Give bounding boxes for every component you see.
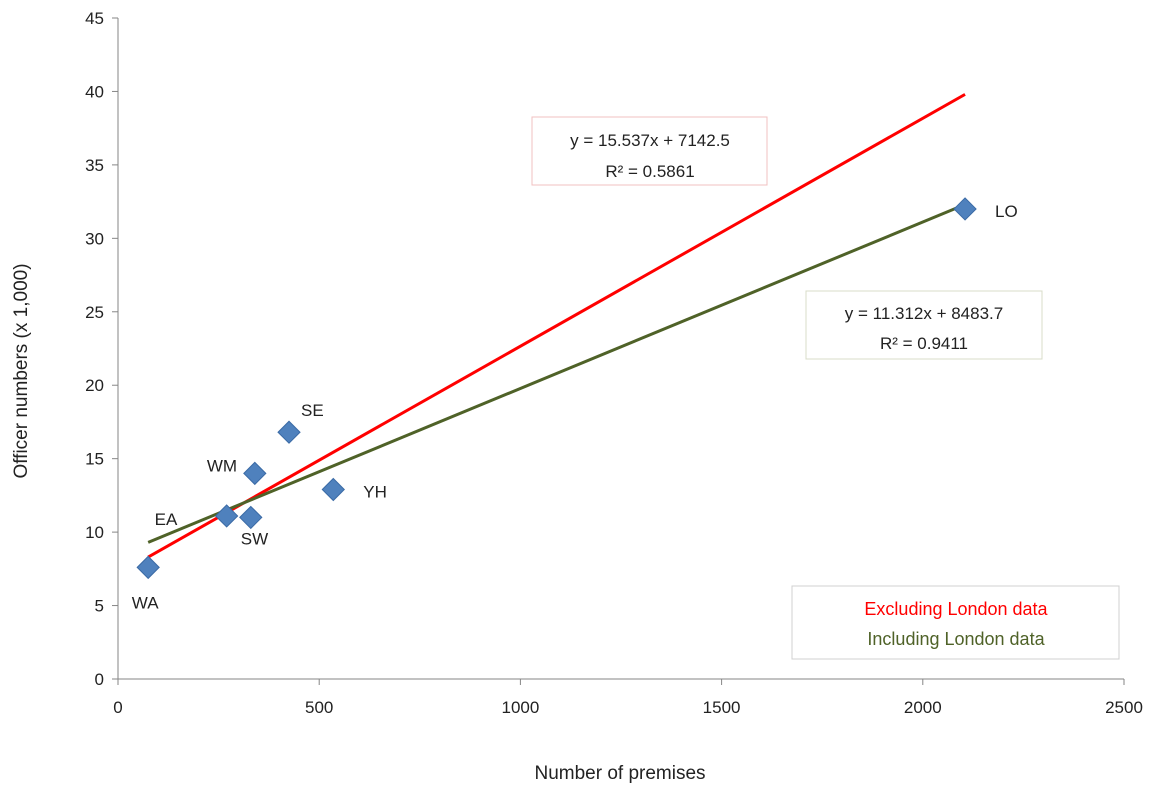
point-label-yh: YH bbox=[363, 483, 387, 502]
y-tick-label: 10 bbox=[85, 523, 104, 542]
data-point-sw bbox=[239, 505, 263, 530]
legend-entry-including-london: Including London data bbox=[867, 629, 1045, 649]
point-label-lo: LO bbox=[995, 202, 1018, 221]
data-point-wm bbox=[243, 461, 267, 486]
axes bbox=[117, 18, 1124, 680]
y-tick-label: 25 bbox=[85, 303, 104, 322]
x-tick-label: 2500 bbox=[1105, 698, 1143, 717]
trendlines bbox=[147, 93, 966, 559]
y-axis-ticks: 0 5 10 15 20 25 30 35 40 45 bbox=[85, 9, 118, 689]
y-axis-title: Officer numbers (x 1,000) bbox=[11, 263, 32, 478]
equation-box-excluding-london: y = 15.537x + 7142.5 R² = 0.5861 bbox=[531, 116, 768, 186]
x-tick-label: 1000 bbox=[501, 698, 539, 717]
point-label-se: SE bbox=[301, 401, 324, 420]
data-point-lo bbox=[953, 197, 977, 221]
x-tick-label: 1500 bbox=[703, 698, 741, 717]
x-tick-label: 500 bbox=[305, 698, 333, 717]
x-tick-label: 2000 bbox=[904, 698, 942, 717]
data-point-ea bbox=[214, 504, 239, 528]
equation-excluding-london: y = 15.537x + 7142.5 bbox=[570, 131, 730, 150]
data-point-labels: WA EA SW WM SE YH LO bbox=[132, 202, 1018, 612]
data-points bbox=[136, 197, 977, 580]
r2-excluding-london: R² = 0.5861 bbox=[605, 162, 694, 181]
equation-including-london: y = 11.312x + 8483.7 bbox=[845, 304, 1003, 323]
point-label-wa: WA bbox=[132, 593, 159, 612]
y-tick-label: 45 bbox=[85, 9, 104, 28]
y-tick-label: 20 bbox=[85, 376, 104, 395]
r2-including-london: R² = 0.9411 bbox=[880, 334, 968, 353]
point-label-sw: SW bbox=[241, 529, 268, 548]
legend: Excluding London data Including London d… bbox=[791, 585, 1120, 660]
x-tick-label: 0 bbox=[113, 698, 122, 717]
y-tick-label: 40 bbox=[85, 82, 104, 101]
point-label-wm: WM bbox=[207, 456, 237, 475]
trendline-including-london bbox=[147, 203, 966, 544]
equation-box-including-london: y = 11.312x + 8483.7 R² = 0.9411 bbox=[805, 290, 1043, 360]
y-tick-label: 35 bbox=[85, 156, 104, 175]
y-tick-label: 15 bbox=[85, 450, 104, 469]
point-label-ea: EA bbox=[155, 510, 178, 529]
x-axis-ticks: 0 500 1000 1500 2000 2500 bbox=[113, 679, 1143, 717]
x-axis-title: Number of premises bbox=[534, 763, 705, 784]
data-point-wa bbox=[136, 555, 160, 580]
data-point-se bbox=[277, 420, 301, 444]
trendline-excluding-london bbox=[147, 93, 966, 559]
data-point-yh bbox=[321, 477, 345, 502]
legend-entry-excluding-london: Excluding London data bbox=[864, 599, 1048, 619]
y-tick-label: 0 bbox=[95, 670, 104, 689]
y-tick-label: 30 bbox=[85, 229, 104, 248]
y-tick-label: 5 bbox=[95, 597, 104, 616]
